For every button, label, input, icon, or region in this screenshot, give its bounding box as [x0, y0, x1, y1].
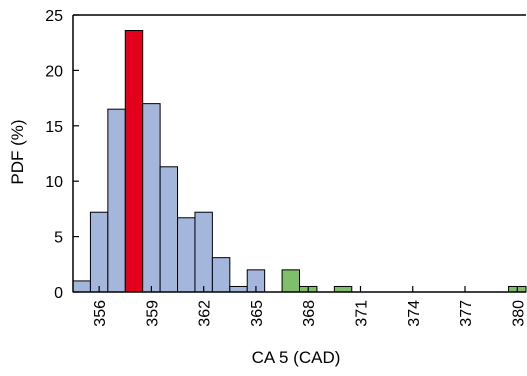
y-tick-label-15: 15 [45, 119, 63, 136]
y-tick-label-25: 25 [45, 8, 63, 25]
bar-361 [177, 217, 196, 293]
x-tick-label-368: 368 [301, 300, 318, 327]
axes-group [72, 14, 526, 293]
bar-356 [89, 211, 109, 293]
x-tick-label-371: 371 [353, 300, 370, 327]
x-tick-label-374: 374 [406, 300, 423, 327]
x-tick-label-365: 365 [249, 300, 266, 327]
x-tick-label-356: 356 [92, 300, 109, 327]
y-ticks-group: 0 5 10 15 20 25 [45, 8, 79, 302]
y-axis-title: PDF (%) [8, 119, 27, 184]
x-tick-label-362: 362 [197, 300, 214, 327]
bar-358 [124, 30, 144, 293]
x-tick-label-380: 380 [510, 300, 527, 327]
bar-364 [229, 285, 248, 293]
x-tick-label-359: 359 [144, 300, 161, 327]
bar-370 [333, 285, 353, 293]
x-tick-label-377: 377 [458, 300, 475, 327]
x-ticks-group: 356 359 362 365 368 371 374 377 380 [92, 286, 527, 327]
bar-359 [142, 103, 161, 293]
y-tick-label-0: 0 [54, 285, 63, 302]
bar-355 [72, 280, 91, 293]
y-tick-label-20: 20 [45, 63, 63, 80]
bar-360 [159, 166, 179, 293]
bars-group [72, 30, 527, 293]
bar-367 [281, 269, 301, 293]
x-axis-title: CA 5 (CAD) [252, 348, 341, 367]
y-tick-label-10: 10 [45, 174, 63, 191]
y-tick-label-5: 5 [54, 230, 63, 247]
bar-362 [194, 211, 213, 293]
bar-363 [211, 257, 231, 293]
bar-357 [107, 108, 126, 293]
